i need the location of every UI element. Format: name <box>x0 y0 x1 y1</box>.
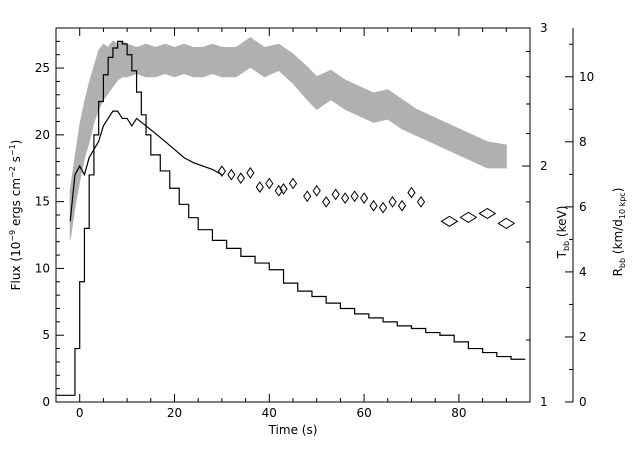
flux-tick-label: 25 <box>35 61 50 75</box>
temp-tick-label: 1 <box>540 395 548 409</box>
temperature-point <box>440 215 459 227</box>
radius-tick-label: 0 <box>579 395 587 409</box>
radius-tick-label: 6 <box>579 200 587 214</box>
temperature-point <box>246 167 255 179</box>
temperature-point <box>369 199 378 212</box>
axis-label-part: bb <box>562 241 571 251</box>
x-tick-label: 60 <box>356 406 371 420</box>
y-axis-label-flux: Flux (10−9 ergs cm−2 s−1) <box>8 140 23 291</box>
temperature-point <box>274 184 283 197</box>
x-tick-label: 40 <box>262 406 277 420</box>
temperature-point <box>331 188 340 201</box>
radius-tick-label: 2 <box>579 330 587 344</box>
radius-tick-label: 4 <box>579 265 587 279</box>
radius-tick-label: 8 <box>579 135 587 149</box>
y-axis-label-temperature: Tbb (keV) <box>555 206 571 260</box>
temperature-point <box>397 199 407 212</box>
axis-label-part: ergs cm <box>9 178 23 230</box>
temperature-point <box>312 184 321 197</box>
radius-tick-label: 10 <box>579 70 594 84</box>
axis-label-part: T <box>555 250 569 259</box>
temperature-point <box>341 192 350 205</box>
axis-label-part: ) <box>611 188 625 193</box>
flux-tick-label: 5 <box>42 328 50 342</box>
axis-label-part: bb <box>618 258 627 268</box>
flux-tick-label: 0 <box>42 395 50 409</box>
temperature-point <box>388 196 397 208</box>
plot-frame <box>55 27 531 403</box>
radius-band-area <box>69 37 507 240</box>
axis-label-part: (km/d <box>611 219 625 258</box>
temperature-point <box>478 207 497 220</box>
temperature-points <box>217 165 516 229</box>
temperature-line <box>69 110 223 222</box>
axis-label-part: (keV) <box>555 206 569 241</box>
temperature-point <box>217 165 227 178</box>
axis-label-part: ) <box>9 140 23 145</box>
temperature-point <box>459 211 478 223</box>
x-tick-label: 80 <box>451 406 466 420</box>
axis-label-part: −1 <box>8 144 17 156</box>
flux-curve <box>56 40 526 396</box>
temp-tick-label: 2 <box>540 159 548 173</box>
temperature-point <box>265 177 274 190</box>
temperature-point <box>255 181 264 193</box>
temperature-point <box>288 177 298 190</box>
temperature-point <box>359 192 369 205</box>
x-tick-label: 20 <box>167 406 182 420</box>
flux-tick-label: 10 <box>35 261 50 275</box>
temperature-point <box>236 172 245 185</box>
temperature-point <box>303 190 312 203</box>
temperature-point <box>407 186 416 199</box>
temperature-point <box>378 201 388 214</box>
flux-tick-label: 15 <box>35 195 50 209</box>
x-tick-label: 0 <box>76 406 84 420</box>
axis-label-part: −9 <box>8 230 17 242</box>
temperature-curve <box>69 110 223 222</box>
temperature-point <box>227 168 236 181</box>
flux-tick-label: 20 <box>35 128 50 142</box>
axis-label-part: s <box>9 156 23 166</box>
axis-label-part: −2 <box>8 166 17 178</box>
flux-step-line <box>56 40 526 396</box>
axis-label-part: 10 kpc <box>618 192 627 219</box>
temp-tick-label: 3 <box>540 21 548 35</box>
temperature-point <box>322 196 331 208</box>
temperature-point <box>350 190 359 203</box>
axis-label-part: R <box>611 268 625 276</box>
x-axis-label: Time (s) <box>268 423 318 437</box>
axis-ticks: 0 20 40 60 80 0 5 10 15 20 25 1 2 3 0 2 4 6 8 10 <box>35 21 595 420</box>
temperature-point <box>497 217 516 229</box>
temperature-point <box>279 183 288 195</box>
temperature-point <box>416 196 426 208</box>
axis-label-part: Flux (10 <box>9 242 23 291</box>
y-axis-label-radius: Rbb (km/d10 kpc) <box>611 188 627 277</box>
radius-band <box>69 37 507 240</box>
